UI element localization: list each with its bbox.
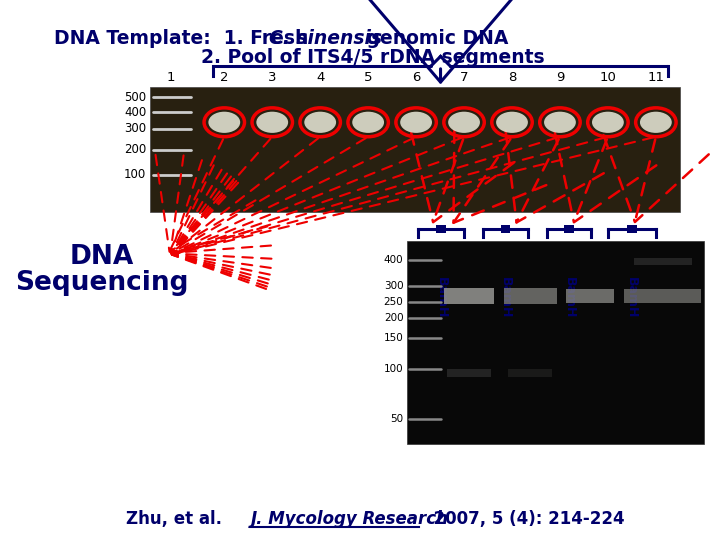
Text: 6: 6	[412, 71, 420, 84]
Bar	[566, 289, 614, 303]
Ellipse shape	[544, 112, 576, 133]
Text: 11: 11	[647, 71, 665, 84]
Text: 300: 300	[384, 281, 403, 291]
Ellipse shape	[352, 112, 384, 133]
Ellipse shape	[448, 112, 480, 133]
Text: BamH: BamH	[625, 277, 638, 319]
Text: 200: 200	[124, 143, 146, 157]
Ellipse shape	[640, 112, 672, 133]
Bar	[501, 225, 510, 233]
Bar	[564, 225, 574, 233]
Text: 300: 300	[124, 122, 146, 135]
Text: DNA Template:  1. Fresh: DNA Template: 1. Fresh	[54, 29, 315, 49]
Text: 150: 150	[384, 334, 403, 343]
Text: Zhu, et al.: Zhu, et al.	[126, 510, 233, 528]
Text: 2. Pool of ITS4/5 rDNA segments: 2. Pool of ITS4/5 rDNA segments	[201, 48, 545, 67]
Text: 9: 9	[556, 71, 564, 84]
Text: 7: 7	[460, 71, 468, 84]
Ellipse shape	[208, 112, 240, 133]
Text: 1: 1	[167, 71, 176, 84]
Text: 2: 2	[220, 71, 228, 84]
Ellipse shape	[592, 112, 624, 133]
Ellipse shape	[256, 112, 288, 133]
Text: 3: 3	[268, 71, 276, 84]
Text: Sequencing: Sequencing	[15, 271, 189, 296]
Ellipse shape	[400, 112, 432, 133]
Text: 400: 400	[124, 106, 146, 119]
Bar	[624, 289, 701, 303]
Bar	[408, 241, 704, 444]
Bar	[627, 225, 636, 233]
Bar	[634, 258, 691, 266]
Text: 5: 5	[364, 71, 372, 84]
Text: 8: 8	[508, 71, 516, 84]
Bar	[444, 288, 494, 303]
Ellipse shape	[305, 112, 336, 133]
Text: 500: 500	[124, 91, 146, 104]
Text: BamH: BamH	[435, 277, 448, 319]
Text: 400: 400	[384, 254, 403, 265]
Text: 2007, 5 (4): 214-224: 2007, 5 (4): 214-224	[422, 510, 624, 528]
Text: BamH: BamH	[499, 277, 512, 319]
Text: 4: 4	[316, 71, 325, 84]
Bar	[447, 368, 491, 377]
Bar	[150, 87, 680, 212]
Text: J. Mycology Research: J. Mycology Research	[251, 510, 449, 528]
Ellipse shape	[496, 112, 528, 133]
Bar	[436, 225, 446, 233]
Text: 250: 250	[384, 297, 403, 307]
Text: DNA: DNA	[70, 244, 134, 270]
Bar	[504, 288, 557, 303]
Text: BamH: BamH	[562, 277, 576, 319]
Bar	[508, 369, 552, 377]
Text: 100: 100	[124, 168, 146, 181]
Text: 100: 100	[384, 364, 403, 374]
Text: 200: 200	[384, 313, 403, 323]
Text: 50: 50	[390, 414, 403, 424]
Text: C. sinensis: C. sinensis	[269, 29, 382, 49]
Text: genomic DNA: genomic DNA	[360, 29, 508, 49]
Text: 10: 10	[600, 71, 616, 84]
